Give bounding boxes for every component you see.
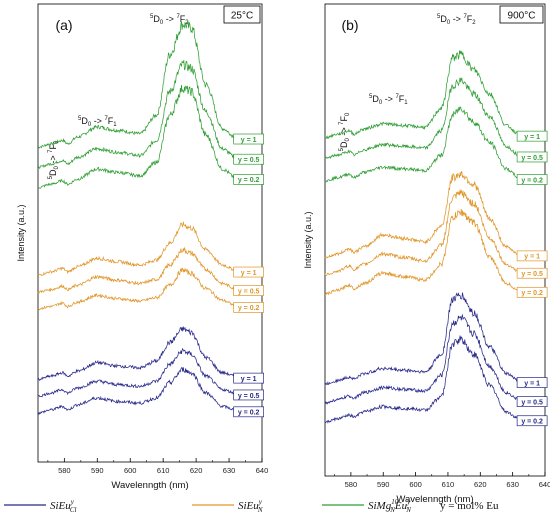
series-label-box — [516, 151, 548, 163]
series-label: y = 1 — [524, 254, 540, 261]
series-label-box — [516, 174, 548, 185]
series-line — [37, 60, 236, 169]
series-label-box — [233, 302, 264, 313]
series-label-box — [233, 174, 264, 185]
series-label: y = 0.5 — [521, 271, 543, 278]
legend-entry: SiMg10 NEuy N — [368, 498, 411, 514]
x-tick-label: 640 — [256, 466, 269, 475]
series-line — [37, 367, 236, 415]
transition-annotation: 5D0 -> 7F1 — [369, 94, 408, 106]
x-tick-label: 600 — [409, 480, 422, 489]
series-label-box — [516, 396, 548, 407]
series-line — [37, 326, 236, 382]
series-line — [37, 21, 236, 149]
series-label: y = 0.2 — [238, 410, 260, 417]
series-label: y = 0.2 — [521, 290, 543, 297]
series-line — [324, 77, 520, 160]
series-label: y = 0.5 — [238, 393, 260, 400]
series-label-box — [516, 377, 548, 388]
transition-annotation: 5D0 -> 7F2 — [437, 14, 476, 26]
series-label: y = 0.5 — [238, 288, 260, 295]
series-label-box — [233, 153, 264, 165]
y-axis-label: Intensity (a.u.) — [303, 211, 313, 268]
series-line — [324, 335, 520, 424]
series-label: y = 0.5 — [521, 155, 543, 162]
x-tick-label: 600 — [124, 466, 137, 475]
series-line — [37, 267, 236, 311]
series-label: y = 0.2 — [521, 177, 543, 184]
series-line — [324, 50, 519, 140]
series-label: y = 0.2 — [238, 177, 260, 184]
series-label: y = 1 — [241, 137, 257, 144]
x-tick-label: 630 — [506, 480, 519, 489]
plot-frame — [37, 3, 263, 463]
y-axis-label: Intensity (a.u.) — [16, 204, 26, 261]
series-line — [37, 84, 236, 189]
x-tick-label: 590 — [91, 466, 104, 475]
temperature-label: 25°C — [231, 11, 253, 22]
series-line — [37, 347, 236, 398]
series-label-box — [516, 415, 548, 427]
panel-b: 580 590 600 610 620 630 640 Wavelenngth (nm) Int… — [303, 3, 550, 505]
series-label: y = 0.2 — [238, 305, 260, 312]
series-label-box — [516, 286, 548, 298]
transition-annotation: 5D0 -> 7F0 — [48, 140, 60, 179]
plot-frame — [324, 3, 546, 477]
series-label: y = 1 — [524, 134, 540, 141]
legend-note: y = mol% Eu — [440, 500, 499, 512]
panel-label: (b) — [341, 17, 358, 33]
panel-a: 580 590 600 610 620 630 640 Wavelenngth (nm) Int… — [16, 3, 269, 491]
series-label-box — [233, 406, 264, 418]
x-tick-label: 580 — [58, 466, 71, 475]
x-axis-label: Wavelenngth (nm) — [396, 494, 473, 505]
series-label: y = 1 — [241, 376, 257, 383]
series-label: y = 0.5 — [238, 157, 260, 164]
series-label-box — [233, 372, 264, 384]
x-axis-label: Wavelenngth (nm) — [111, 480, 188, 491]
series-label-box — [233, 266, 264, 278]
series-line — [324, 189, 520, 276]
series-line — [324, 292, 519, 386]
x-tick-label: 630 — [223, 466, 236, 475]
series-label: y = 0.2 — [521, 419, 543, 426]
series-label-box — [233, 285, 264, 296]
series-label-box — [233, 133, 264, 145]
series-label-box — [233, 389, 264, 401]
legend-entry: SiEuy N — [238, 498, 263, 514]
x-tick-label: 640 — [539, 480, 550, 489]
series-line — [37, 246, 236, 294]
series-label: y = 1 — [241, 270, 257, 277]
panel-label: (a) — [55, 17, 72, 33]
series-line — [324, 171, 520, 259]
x-tick-label: 620 — [474, 480, 487, 489]
series-label: y = 0.5 — [521, 399, 543, 406]
x-tick-label: 610 — [442, 480, 455, 489]
series-line — [324, 208, 519, 296]
temperature-label: 900°C — [508, 11, 536, 22]
x-tick-label: 620 — [190, 466, 203, 475]
series-label: y = 1 — [524, 380, 540, 387]
series-line — [324, 313, 520, 405]
series-line — [324, 106, 520, 183]
x-tick-label: 610 — [157, 466, 170, 475]
series-label-box — [516, 130, 548, 142]
x-tick-label: 590 — [377, 480, 390, 489]
temperature-box — [223, 5, 261, 24]
transition-annotation: 5D0 -> 7F2 — [150, 14, 189, 26]
series-label-box — [516, 250, 548, 262]
legend-entry: SiEuy Cl — [50, 498, 77, 514]
series-line — [37, 221, 236, 276]
x-tick-label: 580 — [345, 480, 358, 489]
series-label-box — [516, 267, 548, 279]
transition-annotation: 5D0 -> 7F0 — [339, 112, 351, 151]
legend: SiEuy Cl SiEuy N SiMg10 NEuy N y = mol% Eu — [4, 498, 499, 514]
temperature-box — [499, 5, 544, 24]
transition-annotation: 5D0 -> 7F1 — [78, 116, 117, 128]
